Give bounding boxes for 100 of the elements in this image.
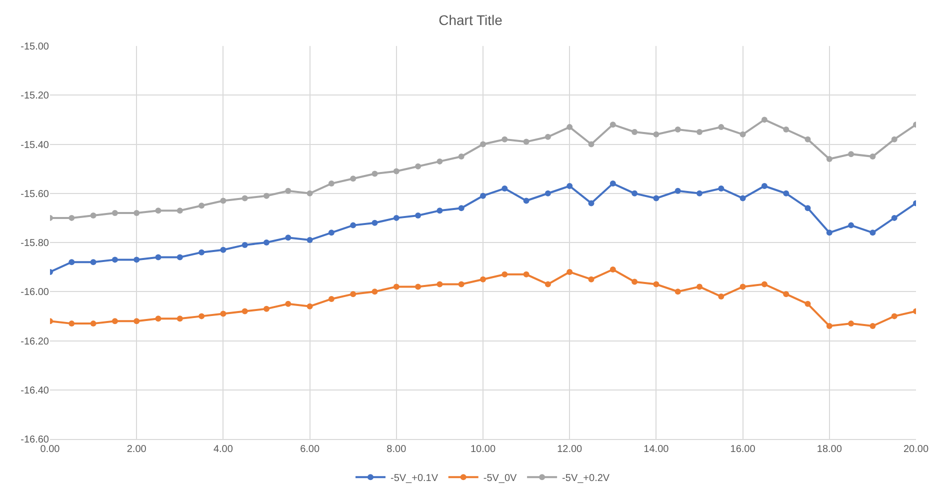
point bbox=[242, 308, 248, 314]
point bbox=[783, 126, 790, 133]
point bbox=[350, 176, 356, 182]
point bbox=[242, 242, 248, 248]
point bbox=[566, 268, 573, 275]
point bbox=[458, 281, 464, 288]
point bbox=[90, 320, 96, 327]
point bbox=[90, 259, 96, 266]
y-tick-label: -15.00 bbox=[20, 42, 50, 52]
legend-label: -5V_+0.1V bbox=[390, 472, 438, 484]
point bbox=[523, 138, 530, 145]
point bbox=[610, 180, 616, 187]
point bbox=[393, 284, 400, 290]
point bbox=[610, 266, 616, 273]
point bbox=[306, 303, 313, 310]
y-tick-label: -15.80 bbox=[20, 238, 50, 249]
point bbox=[176, 208, 183, 214]
point bbox=[632, 128, 638, 135]
point bbox=[740, 195, 746, 202]
point bbox=[220, 310, 226, 317]
point bbox=[740, 284, 746, 290]
point bbox=[610, 122, 616, 128]
y-tick-label: -16.40 bbox=[20, 385, 50, 396]
x-tick-label: 6.00 bbox=[300, 444, 320, 455]
point bbox=[804, 205, 811, 212]
point bbox=[350, 222, 356, 228]
y-tick-label: -16.00 bbox=[20, 287, 50, 298]
x-tick-label: 8.00 bbox=[386, 444, 407, 455]
point bbox=[653, 131, 660, 138]
point bbox=[372, 220, 378, 226]
x-tick-label: 2.00 bbox=[126, 444, 147, 455]
point bbox=[696, 190, 702, 196]
point bbox=[544, 281, 551, 288]
x-tick-label: 20.00 bbox=[903, 444, 929, 455]
point bbox=[176, 316, 183, 322]
point bbox=[588, 276, 594, 282]
point bbox=[588, 141, 594, 148]
point bbox=[134, 256, 140, 263]
chart-title: Chart Title bbox=[438, 12, 503, 28]
point bbox=[566, 183, 573, 190]
point bbox=[285, 188, 292, 194]
point bbox=[891, 214, 898, 221]
point bbox=[264, 240, 270, 246]
y-tick-label: -16.20 bbox=[20, 336, 50, 348]
point bbox=[674, 288, 681, 295]
point bbox=[674, 188, 681, 194]
point bbox=[285, 234, 292, 241]
legend-label: -5V_+0.2V bbox=[562, 472, 610, 484]
point bbox=[848, 151, 854, 158]
point bbox=[393, 168, 400, 174]
point bbox=[848, 320, 854, 327]
y-tick-label: -16.60 bbox=[20, 434, 50, 446]
point bbox=[783, 190, 790, 196]
point bbox=[502, 271, 508, 278]
point bbox=[696, 284, 702, 290]
point bbox=[436, 281, 443, 288]
point bbox=[480, 141, 486, 148]
x-tick-label: 14.00 bbox=[644, 444, 670, 455]
point bbox=[523, 271, 530, 278]
point bbox=[155, 208, 162, 214]
point bbox=[155, 316, 162, 322]
point bbox=[718, 124, 724, 130]
point bbox=[372, 288, 378, 295]
point bbox=[328, 296, 334, 302]
point bbox=[718, 294, 724, 300]
legend-label: -5V_0V bbox=[483, 472, 518, 484]
point bbox=[502, 136, 508, 142]
point bbox=[480, 276, 486, 282]
point bbox=[826, 156, 832, 162]
point bbox=[804, 300, 811, 307]
point bbox=[870, 323, 876, 330]
point bbox=[870, 154, 876, 160]
point bbox=[458, 205, 464, 212]
point bbox=[544, 134, 551, 140]
point bbox=[674, 126, 681, 133]
point bbox=[740, 131, 746, 138]
point bbox=[436, 208, 443, 214]
point bbox=[112, 256, 118, 263]
point bbox=[718, 185, 724, 192]
point bbox=[458, 154, 464, 160]
x-tick-label: 0.00 bbox=[40, 444, 60, 455]
point bbox=[328, 230, 334, 236]
point bbox=[566, 124, 573, 130]
point bbox=[870, 230, 876, 236]
point bbox=[306, 190, 313, 196]
point bbox=[90, 212, 96, 218]
point bbox=[306, 237, 313, 244]
point bbox=[523, 198, 530, 204]
x-tick-label: 12.00 bbox=[557, 444, 583, 455]
point bbox=[134, 210, 140, 216]
point bbox=[112, 210, 118, 216]
point bbox=[632, 190, 638, 196]
x-tick-label: 16.00 bbox=[730, 444, 756, 455]
point bbox=[848, 222, 854, 228]
point bbox=[761, 281, 768, 288]
point bbox=[761, 183, 768, 190]
point bbox=[112, 318, 118, 324]
point bbox=[220, 198, 226, 204]
point bbox=[632, 278, 638, 285]
point bbox=[198, 249, 205, 256]
